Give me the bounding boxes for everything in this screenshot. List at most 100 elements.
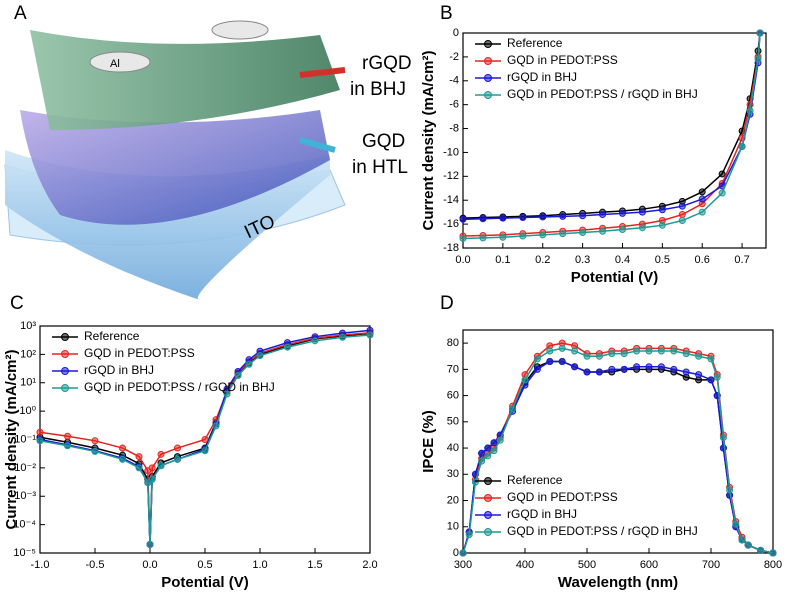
data-point [645, 347, 653, 355]
legend-marker [484, 528, 492, 536]
y-tick-label: 0 [453, 547, 459, 559]
data-point [754, 55, 762, 63]
x-tick-label: 0.5 [197, 559, 212, 571]
plot-frame [462, 32, 767, 249]
legend-label: GQD in PEDOT:PSS / rGQD in BHJ [84, 380, 275, 394]
data-point [618, 225, 626, 233]
data-point [595, 352, 603, 360]
x-tick-label: 2.0 [362, 559, 377, 571]
y-axis-label: Current density (mA/cm²) [420, 50, 437, 230]
x-tick-label: 0.4 [615, 254, 630, 266]
data-point [459, 234, 467, 242]
al-electrode [211, 20, 269, 40]
y-tick-label: 10¹ [20, 377, 36, 389]
data-point [533, 365, 541, 373]
data-point [144, 479, 152, 487]
x-tick-label: 0.5 [655, 254, 670, 266]
data-point [726, 486, 734, 494]
data-point [682, 368, 690, 376]
data-point [695, 371, 703, 379]
data-point [484, 444, 492, 452]
legend-label: GQD in PEDOT:PSS [84, 346, 195, 360]
data-point [707, 355, 715, 363]
data-point [658, 221, 666, 229]
x-tick-label: 700 [702, 559, 720, 571]
data-point [638, 208, 646, 216]
data-point [91, 447, 99, 455]
x-tick-label: 500 [578, 559, 596, 571]
data-point [496, 436, 504, 444]
data-point [499, 214, 507, 222]
plot-frame [462, 329, 774, 554]
y-tick-label: -6 [449, 99, 459, 111]
x-axis-label: Potential (V) [161, 574, 249, 591]
data-point [509, 405, 517, 413]
y-tick-label: -14 [443, 194, 459, 206]
data-point [533, 355, 541, 363]
y-tick-label: 10⁻² [14, 462, 36, 474]
data-point [746, 107, 754, 115]
data-point [657, 347, 665, 355]
x-axis-label: Potential (V) [571, 269, 659, 286]
data-point [135, 464, 143, 472]
y-tick-label: 70 [447, 363, 459, 375]
data-point [645, 363, 653, 371]
data-point [157, 462, 165, 470]
data-point [678, 211, 686, 219]
data-point [546, 357, 554, 365]
data-point [718, 170, 726, 178]
data-point [201, 447, 209, 455]
series-line [462, 347, 774, 554]
data-point [695, 352, 703, 360]
data-point [546, 347, 554, 355]
data-point [595, 368, 603, 376]
data-point [678, 217, 686, 225]
data-point [256, 352, 264, 360]
y-tick-label: 20 [447, 494, 459, 506]
legend-marker [61, 367, 69, 375]
legend-marker [484, 91, 492, 99]
layer-label: in BHJ [350, 79, 406, 100]
data-point [146, 540, 154, 548]
data-point [657, 363, 665, 371]
legend-marker [484, 511, 492, 519]
y-tick-label: 60 [447, 389, 459, 401]
data-point [718, 189, 726, 197]
data-point [719, 434, 727, 442]
data-point [539, 213, 547, 221]
legend-marker [61, 384, 69, 392]
data-point [64, 442, 71, 450]
data-point [459, 215, 467, 223]
y-tick-label: 80 [447, 337, 459, 349]
data-point [157, 450, 165, 458]
data-point [366, 331, 374, 339]
data-point [756, 29, 764, 37]
layer-label: in HTL [352, 157, 408, 178]
data-point [732, 520, 740, 528]
x-tick-label: 400 [516, 559, 534, 571]
data-point [559, 212, 567, 220]
y-tick-label: 10² [20, 348, 36, 360]
y-tick-label: 0 [453, 27, 459, 39]
data-point [558, 344, 566, 352]
y-tick-label: -18 [443, 242, 459, 254]
x-tick-label: 600 [640, 559, 658, 571]
panel-letter: D [440, 293, 454, 314]
data-point [769, 549, 777, 557]
y-tick-label: 10⁻⁵ [13, 547, 36, 559]
data-point [459, 549, 467, 557]
y-tick-label: -2 [449, 51, 459, 63]
data-point [36, 437, 44, 445]
data-point [148, 475, 156, 483]
y-axis-label: IPCE (%) [420, 410, 437, 473]
data-point [618, 209, 626, 217]
data-point [490, 439, 498, 447]
data-point [119, 455, 126, 463]
data-point [484, 452, 492, 460]
data-point [64, 432, 71, 440]
data-point [579, 212, 587, 220]
data-point [599, 227, 607, 235]
data-point [465, 531, 473, 539]
x-tick-label: 0.0 [142, 559, 157, 571]
